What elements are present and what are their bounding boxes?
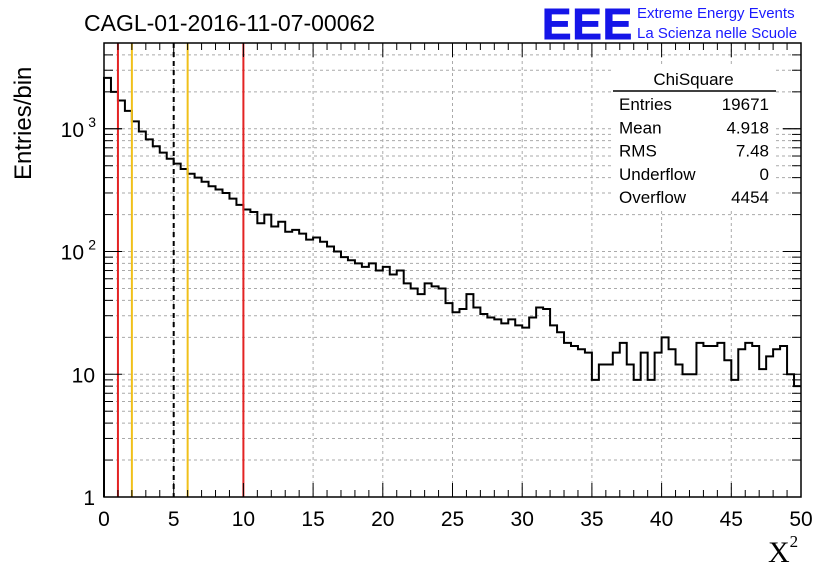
x-tick-label: 10 xyxy=(232,508,255,531)
y-tick-label: 10 xyxy=(72,364,95,387)
x-tick-label: 30 xyxy=(511,508,534,531)
x-axis-label-base: X xyxy=(768,536,790,569)
x-tick-label: 20 xyxy=(371,508,394,531)
stats-box-background xyxy=(611,66,776,210)
stats-row-value: 0 xyxy=(760,165,769,184)
stats-row-value: 4.918 xyxy=(726,118,769,137)
x-tick-label: 40 xyxy=(650,508,673,531)
chart-title: CAGL-01-2016-11-07-00062 xyxy=(84,10,376,36)
x-tick-label: 50 xyxy=(789,508,812,531)
y-tick-label: 1 xyxy=(83,487,95,510)
stats-row-label: Entries xyxy=(619,95,672,114)
x-tick-label: 15 xyxy=(301,508,324,531)
stats-row-value: 19671 xyxy=(722,95,769,114)
x-tick-label: 45 xyxy=(720,508,743,531)
logo-line-2: La Scienza nelle Scuole xyxy=(637,25,798,42)
stats-box: ChiSquare Entries 19671 Mean 4.918 RMS 7.48 Und… xyxy=(611,66,776,210)
x-axis-label-sup: 2 xyxy=(789,532,799,551)
stats-row-label: Underflow xyxy=(619,165,696,184)
y-tick-label-exp: 3 xyxy=(88,114,96,130)
y-tick-label: 10 xyxy=(61,119,84,142)
x-tick-labels: 0 5 10 15 20 25 30 35 40 45 50 xyxy=(98,508,813,531)
stats-box-name: ChiSquare xyxy=(653,70,733,89)
logo-line-1: Extreme Energy Events xyxy=(637,5,795,22)
x-axis-label: X2 xyxy=(768,532,798,570)
x-tick-label: 0 xyxy=(98,508,110,531)
logo-mark: EEE xyxy=(541,0,634,50)
histogram-line xyxy=(103,76,801,497)
grid xyxy=(104,43,801,497)
stats-row-value: 7.48 xyxy=(736,142,769,161)
stats-row-label: RMS xyxy=(619,142,657,161)
y-tick-label: 10 xyxy=(61,242,84,265)
histogram-series xyxy=(103,76,801,497)
reference-lines xyxy=(116,43,245,497)
x-tick-label: 5 xyxy=(168,508,180,531)
x-tick-label: 25 xyxy=(441,508,464,531)
stats-row-label: Mean xyxy=(619,118,662,137)
x-tick-label: 35 xyxy=(580,508,603,531)
axis-ticks xyxy=(103,43,802,497)
y-tick-label-exp: 2 xyxy=(88,237,96,253)
stats-row-value: 4454 xyxy=(731,188,769,207)
stats-row-label: Overflow xyxy=(619,188,687,207)
